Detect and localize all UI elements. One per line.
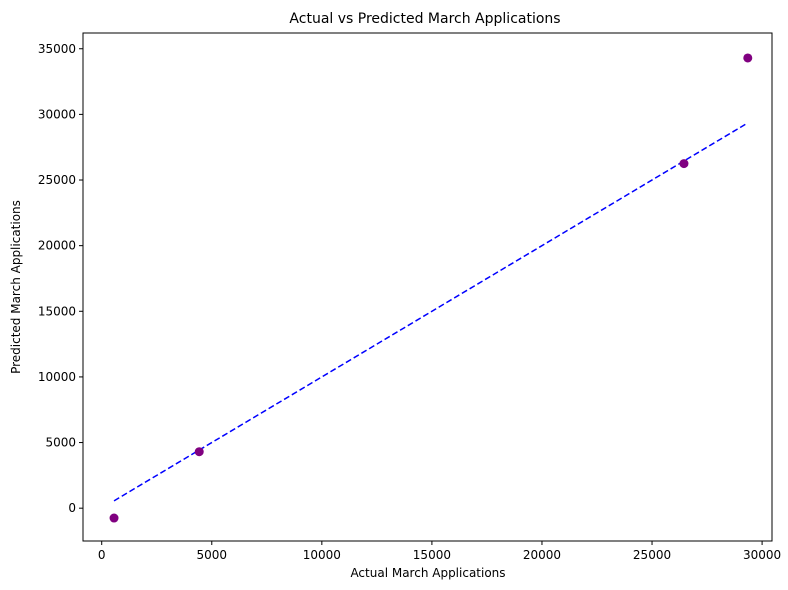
y-tick-label: 35000	[38, 42, 76, 56]
y-axis-title: Predicted March Applications	[9, 200, 23, 374]
data-point	[743, 53, 753, 63]
x-tick-label: 10000	[303, 548, 341, 562]
chart-title: Actual vs Predicted March Applications	[289, 11, 560, 27]
x-tick-label: 5000	[197, 548, 228, 562]
y-tick-label: 25000	[38, 173, 76, 187]
x-tick-label: 15000	[413, 548, 451, 562]
plot-area	[109, 53, 753, 523]
y-axis: 0 5000 10000 15000 20000 25000 30000 35000	[38, 42, 83, 515]
x-axis-title: Actual March Applications	[350, 566, 505, 580]
y-tick-label: 5000	[45, 436, 76, 450]
y-tick-label: 20000	[38, 239, 76, 253]
x-axis: 0 5000 10000 15000 20000 25000 30000	[98, 541, 781, 562]
y-tick-label: 0	[68, 501, 76, 515]
plot-frame	[82, 32, 773, 542]
data-point	[109, 513, 119, 523]
x-tick-label: 20000	[523, 548, 561, 562]
y-tick-label: 15000	[38, 304, 76, 318]
x-tick-label: 0	[98, 548, 106, 562]
reference-line	[113, 122, 749, 502]
x-tick-label: 30000	[743, 548, 781, 562]
data-point	[679, 159, 689, 169]
x-tick-label: 25000	[633, 548, 671, 562]
y-tick-label: 10000	[38, 370, 76, 384]
data-point	[194, 447, 204, 457]
y-tick-label: 30000	[38, 107, 76, 121]
